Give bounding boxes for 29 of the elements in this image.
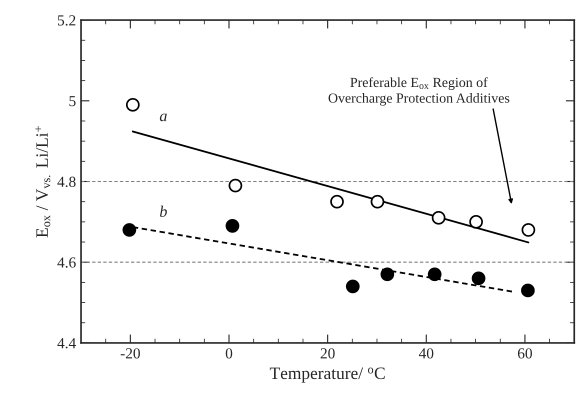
point [521, 284, 535, 298]
point [122, 223, 136, 237]
point [226, 219, 240, 233]
x-tick-label: 60 [518, 348, 532, 359]
point [370, 194, 384, 209]
x-tick-label: 40 [418, 348, 434, 359]
y-tick-label: 5 [69, 96, 76, 106]
point [428, 267, 442, 282]
x-tick-label: 0 [226, 348, 232, 359]
point [330, 194, 344, 209]
y-axis-title: E$_{ox}$ / V$_{vs.}$ Li/Li$^{+}$ [35, 126, 50, 238]
y-tick-label: 4.6 [57, 257, 76, 268]
point [469, 215, 483, 229]
x-tick-label: -20 [120, 348, 140, 359]
series-label: b [160, 206, 167, 217]
series-label: a [160, 114, 167, 122]
point [380, 267, 394, 282]
point [126, 98, 140, 112]
point [432, 210, 446, 225]
x-tick-label: 20 [320, 348, 335, 359]
y-tick-label: 4.4 [57, 338, 76, 348]
point [346, 280, 360, 294]
y-tick-label: 5.2 [58, 15, 76, 26]
y-tick-label: 4.8 [57, 176, 76, 188]
point [472, 271, 486, 286]
point [228, 178, 242, 192]
x-axis-title: Temperature/ $^{o}$C [270, 367, 385, 383]
annotation: Preferable E$_{ox}$ Region of Overcharge Protection Additives [328, 77, 510, 106]
point [522, 223, 536, 237]
